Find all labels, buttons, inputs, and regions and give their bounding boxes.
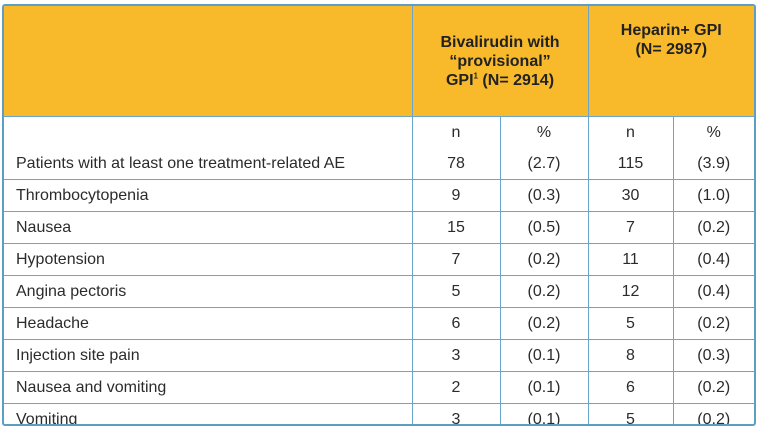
header-bivalirudin: Bivalirudin with “provisional” GPI1 (N= …: [411, 6, 589, 117]
cell-n-heparin: 7: [587, 211, 674, 244]
cell-pct-heparin: (0.4): [672, 243, 754, 276]
header-heparin: Heparin+ GPI (N= 2987): [587, 6, 754, 117]
cell-pct-bivalirudin: (0.2): [499, 275, 589, 308]
cell-pct-heparin: (3.9): [672, 148, 754, 180]
cell-n-heparin: 11: [587, 243, 674, 276]
subheader-pct-bivalirudin: %: [499, 116, 589, 148]
cell-pct-bivalirudin: (0.2): [499, 243, 589, 276]
header-bivalirudin-gpi: GPI: [445, 71, 474, 89]
table-row: Injection site pain 3 (0.1) 8 (0.3): [4, 339, 754, 372]
table-row: Patients with at least one treatment-rel…: [4, 148, 754, 180]
cell-n-bivalirudin: 9: [411, 179, 501, 212]
cell-pct-bivalirudin: (0.1): [499, 339, 589, 372]
cell-pct-bivalirudin: (0.2): [499, 307, 589, 340]
row-label: Headache: [4, 307, 413, 340]
cell-n-bivalirudin: 6: [411, 307, 501, 340]
subheader-empty-cell: [4, 116, 413, 148]
cell-n-heparin: 8: [587, 339, 674, 372]
cell-n-heparin: 6: [587, 371, 674, 404]
row-label: Nausea and vomiting: [4, 371, 413, 404]
cell-pct-heparin: (0.2): [672, 403, 754, 424]
row-label: Nausea: [4, 211, 413, 244]
cell-n-heparin: 5: [587, 403, 674, 424]
header-bivalirudin-line1: Bivalirudin with: [440, 33, 560, 51]
cell-n-bivalirudin: 3: [411, 339, 501, 372]
cell-pct-bivalirudin: (0.5): [499, 211, 589, 244]
cell-pct-heparin: (0.2): [672, 211, 754, 244]
cell-pct-heparin: (0.2): [672, 371, 754, 404]
cell-pct-bivalirudin: (2.7): [499, 148, 589, 180]
row-label: Injection site pain: [4, 339, 413, 372]
header-bivalirudin-n: (N= 2914): [477, 71, 555, 89]
row-label: Vomiting: [4, 403, 413, 424]
header-bivalirudin-line2: “provisional”: [449, 52, 551, 70]
table-row: Angina pectoris 5 (0.2) 12 (0.4): [4, 275, 754, 308]
cell-n-heparin: 5: [587, 307, 674, 340]
cell-pct-bivalirudin: (0.1): [499, 371, 589, 404]
header-heparin-line2: (N= 2987): [635, 41, 708, 58]
cell-pct-bivalirudin: (0.3): [499, 179, 589, 212]
cell-n-heparin: 115: [587, 148, 674, 180]
table-row: Nausea 15 (0.5) 7 (0.2): [4, 211, 754, 244]
cell-pct-heparin: (0.4): [672, 275, 754, 308]
row-label: Patients with at least one treatment-rel…: [4, 148, 413, 180]
cell-n-heparin: 12: [587, 275, 674, 308]
cell-n-bivalirudin: 15: [411, 211, 501, 244]
table-row: Vomiting 3 (0.1) 5 (0.2): [4, 403, 754, 424]
table-row: Nausea and vomiting 2 (0.1) 6 (0.2): [4, 371, 754, 404]
cell-pct-heparin: (0.2): [672, 307, 754, 340]
cell-n-bivalirudin: 78: [411, 148, 501, 180]
row-label: Thrombocytopenia: [4, 179, 413, 212]
table-body: Patients with at least one treatment-rel…: [4, 148, 754, 424]
table-row: Thrombocytopenia 9 (0.3) 30 (1.0): [4, 179, 754, 212]
cell-n-bivalirudin: 2: [411, 371, 501, 404]
cell-n-bivalirudin: 5: [411, 275, 501, 308]
adverse-events-table: Bivalirudin with “provisional” GPI1 (N= …: [4, 6, 754, 424]
cell-pct-bivalirudin: (0.1): [499, 403, 589, 424]
row-label: Angina pectoris: [4, 275, 413, 308]
cell-n-bivalirudin: 7: [411, 243, 501, 276]
table-row: Hypotension 7 (0.2) 11 (0.4): [4, 243, 754, 276]
subheader-n-heparin: n: [587, 116, 674, 148]
table-row: Headache 6 (0.2) 5 (0.2): [4, 307, 754, 340]
adverse-events-table-frame: Bivalirudin with “provisional” GPI1 (N= …: [2, 4, 756, 426]
footnote-marker: 1: [473, 71, 478, 81]
cell-pct-heparin: (0.3): [672, 339, 754, 372]
header-empty-cell: [4, 6, 413, 117]
cell-n-heparin: 30: [587, 179, 674, 212]
table-subheader-row: n % n %: [4, 116, 754, 148]
header-heparin-line1: Heparin+ GPI: [620, 22, 722, 39]
cell-pct-heparin: (1.0): [672, 179, 754, 212]
subheader-n-bivalirudin: n: [411, 116, 501, 148]
table-header-row: Bivalirudin with “provisional” GPI1 (N= …: [4, 6, 754, 117]
row-label: Hypotension: [4, 243, 413, 276]
cell-n-bivalirudin: 3: [411, 403, 501, 424]
subheader-pct-heparin: %: [672, 116, 754, 148]
